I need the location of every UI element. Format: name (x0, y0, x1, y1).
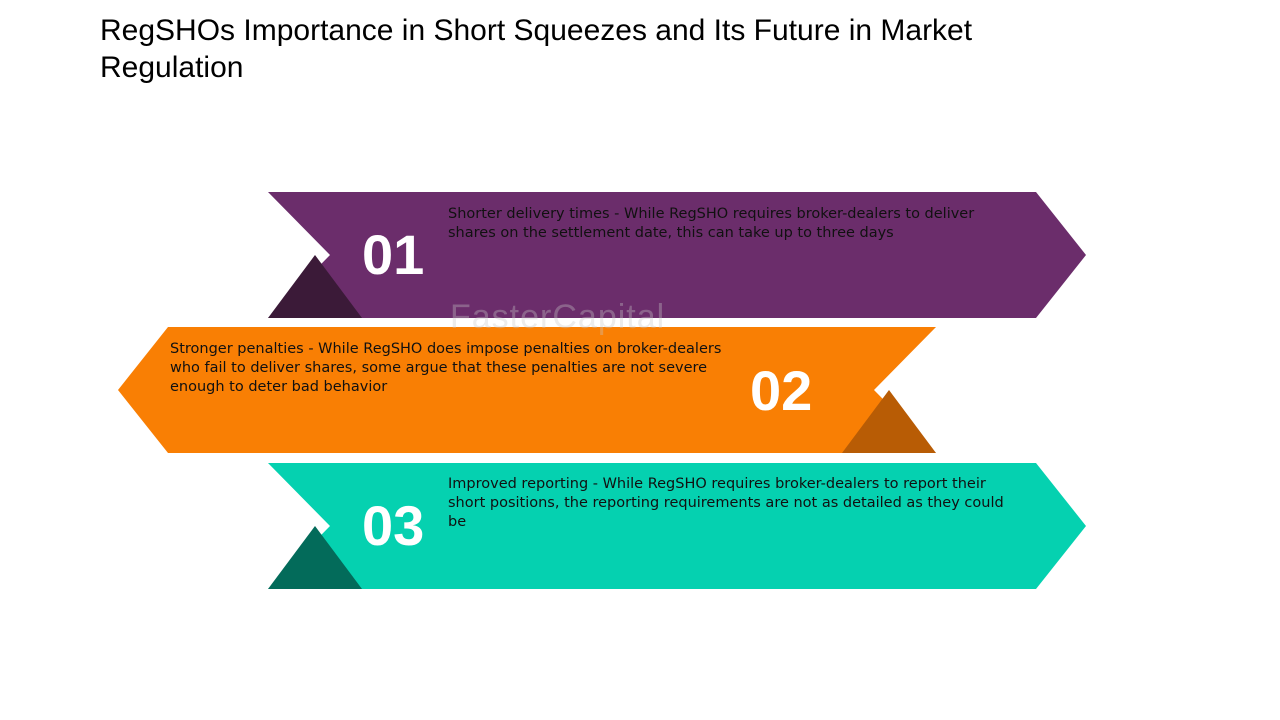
page-title: RegSHOs Importance in Short Squeezes and… (100, 14, 973, 84)
step-1-ribbon (268, 192, 1086, 318)
step-2-number: 02 (750, 359, 813, 422)
step-1-number: 01 (362, 223, 425, 286)
step-2-text: Stronger penalties - While RegSHO does i… (170, 341, 722, 395)
step-3-number: 03 (362, 494, 425, 557)
watermark: FasterCapital (450, 298, 666, 336)
step-3-fold (268, 526, 362, 589)
step-2-ribbon (118, 327, 936, 453)
step-2-fold (842, 390, 936, 453)
step-3-text: Improved reporting - While RegSHO requir… (448, 476, 1004, 530)
step-1-fold (268, 255, 362, 318)
step-1-text: Shorter delivery times - While RegSHO re… (448, 206, 975, 241)
step-3-ribbon (268, 463, 1086, 589)
